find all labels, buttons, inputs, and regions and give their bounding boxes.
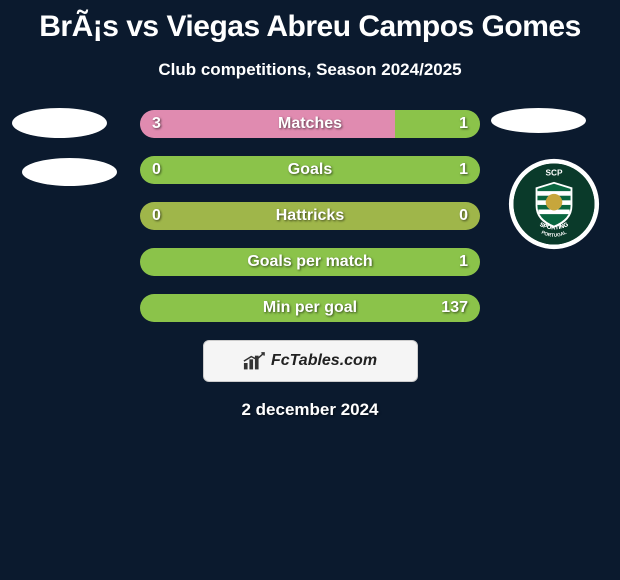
stat-value-right: 1 [459, 156, 468, 184]
left-player-logo-2 [22, 158, 117, 186]
stat-value-right: 1 [459, 110, 468, 138]
right-club-badge: SCP SPORTING SPORTING PORTUGAL [508, 158, 600, 250]
stat-value-right: 137 [441, 294, 468, 322]
stat-label: Goals [140, 156, 480, 184]
stat-label: Min per goal [140, 294, 480, 322]
stat-row: Goals per match1 [140, 248, 480, 276]
page-subtitle: Club competitions, Season 2024/2025 [0, 60, 620, 80]
svg-text:SCP: SCP [546, 168, 563, 177]
stat-label: Goals per match [140, 248, 480, 276]
page-title: BrÃ¡s vs Viegas Abreu Campos Gomes [0, 0, 620, 44]
stat-value-left: 3 [152, 110, 161, 138]
stat-value-left: 0 [152, 202, 161, 230]
stat-rows: Matches31Goals01Hattricks00Goals per mat… [140, 110, 480, 322]
footer-brand-text: FcTables.com [271, 352, 377, 370]
left-player-logo-1 [12, 108, 107, 138]
comparison-area: SCP SPORTING SPORTING PORTUGAL [0, 110, 620, 322]
stat-value-left: 0 [152, 156, 161, 184]
stat-label: Matches [140, 110, 480, 138]
stat-value-right: 0 [459, 202, 468, 230]
stat-row: Min per goal137 [140, 294, 480, 322]
stat-row: Hattricks0 0 [140, 202, 480, 230]
footer-brand-box: FcTables.com [203, 340, 418, 382]
stat-value-right: 1 [459, 248, 468, 276]
stat-row: Goals0 1 [140, 156, 480, 184]
stat-label: Hattricks [140, 202, 480, 230]
stat-row: Matches3 1 [140, 110, 480, 138]
right-player-logo-1 [491, 108, 586, 133]
footer-date: 2 december 2024 [0, 400, 620, 420]
chart-icon [243, 352, 265, 370]
